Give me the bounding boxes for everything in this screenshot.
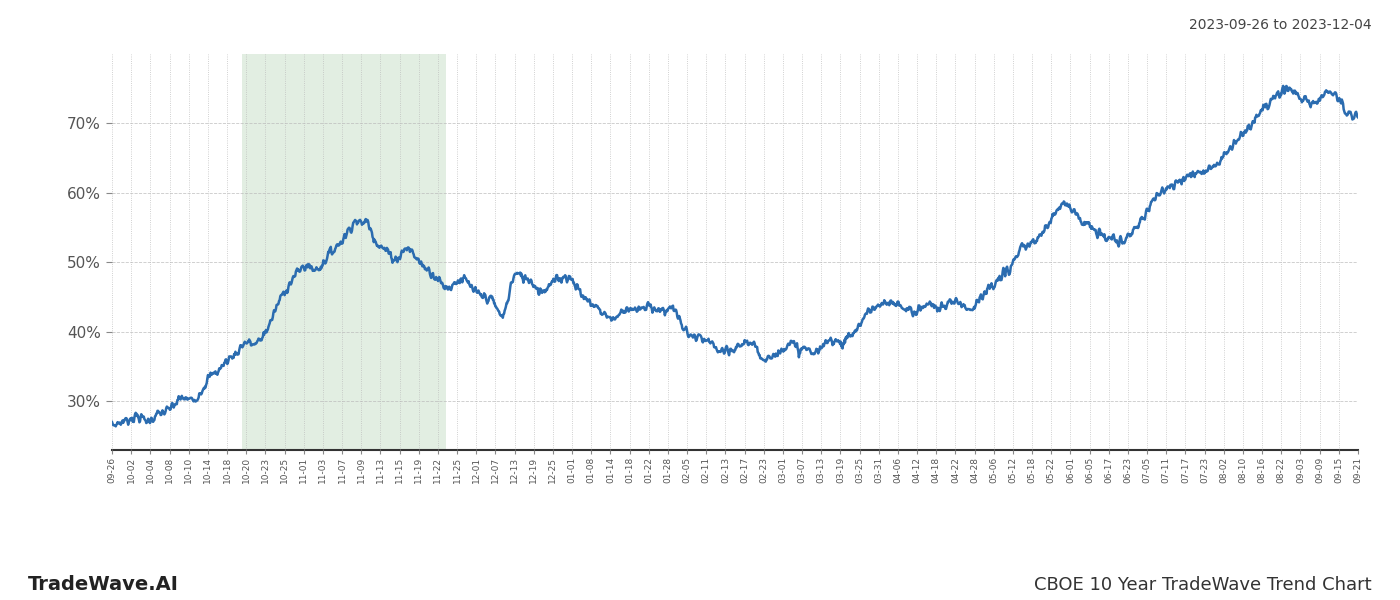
Text: CBOE 10 Year TradeWave Trend Chart: CBOE 10 Year TradeWave Trend Chart	[1035, 576, 1372, 594]
Bar	[242, 54, 447, 450]
Text: TradeWave.AI: TradeWave.AI	[28, 575, 179, 594]
Text: 2023-09-26 to 2023-12-04: 2023-09-26 to 2023-12-04	[1190, 18, 1372, 32]
